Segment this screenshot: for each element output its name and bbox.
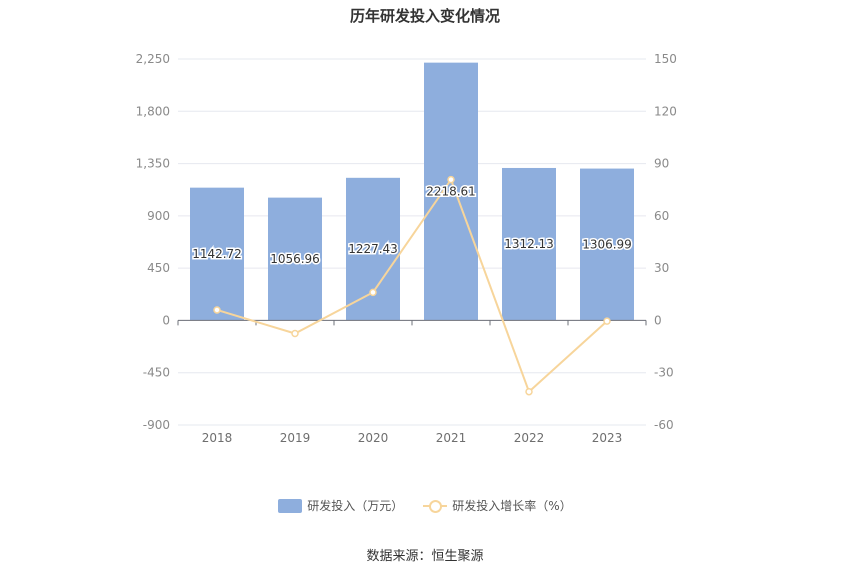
legend-swatch-bar bbox=[278, 498, 303, 513]
bar-data-label: 1056.96 bbox=[270, 252, 320, 266]
bar-data-label: 2218.61 bbox=[426, 185, 476, 199]
chart-title: 历年研发投入变化情况 bbox=[349, 7, 500, 25]
x-tick-label: 2020 bbox=[358, 431, 389, 445]
legend-item-line[interactable]: 研发投入增长率（%） bbox=[423, 497, 572, 514]
legend-swatch-line bbox=[423, 499, 448, 513]
y-left-tick-label: 900 bbox=[147, 209, 170, 223]
bar-data-label: 1306.99 bbox=[582, 237, 632, 251]
y-left-tick-label: 450 bbox=[147, 261, 170, 275]
y-left-tick-label: 1,800 bbox=[136, 104, 170, 118]
y-right-tick-label: -30 bbox=[654, 366, 674, 380]
x-tick-label: 2023 bbox=[592, 431, 623, 445]
bar-2022[interactable] bbox=[502, 167, 556, 321]
legend-label-bar: 研发投入（万元） bbox=[307, 499, 404, 513]
y-left-tick-label: 0 bbox=[162, 313, 170, 327]
y-right-tick-label: 30 bbox=[654, 261, 669, 275]
y-right-tick-label: 60 bbox=[654, 209, 669, 223]
y-left-tick-label: 2,250 bbox=[136, 52, 170, 66]
bar-data-label: 1142.72 bbox=[192, 247, 242, 261]
y-right-tick-label: 90 bbox=[654, 157, 669, 171]
y-right-tick-label: 0 bbox=[654, 313, 662, 327]
bar-2021[interactable] bbox=[424, 62, 478, 321]
y-left-tick-label: -900 bbox=[143, 418, 170, 432]
legend-label-line: 研发投入增长率（%） bbox=[452, 499, 572, 513]
legend-item-bar[interactable]: 研发投入（万元） bbox=[278, 497, 403, 514]
growth-point-2023[interactable] bbox=[603, 317, 611, 325]
bar-data-label: 1312.13 bbox=[504, 237, 554, 251]
bar-2018[interactable] bbox=[190, 187, 244, 321]
x-tick-label: 2018 bbox=[202, 431, 233, 445]
y-right-tick-label: -60 bbox=[654, 418, 674, 432]
bar-2023[interactable] bbox=[580, 168, 634, 321]
bar-data-label: 1227.43 bbox=[348, 242, 398, 256]
y-left-tick-label: 1,350 bbox=[136, 157, 170, 171]
growth-point-2018[interactable] bbox=[213, 306, 221, 314]
x-tick-label: 2019 bbox=[280, 431, 311, 445]
chart-legend: 研发投入（万元） 研发投入增长率（%） bbox=[0, 497, 850, 514]
y-right-tick-label: 150 bbox=[654, 52, 677, 66]
growth-rate-line bbox=[216, 177, 608, 394]
y-left-tick-label: -450 bbox=[143, 366, 170, 380]
bar-2019[interactable] bbox=[268, 197, 322, 321]
data-source: 数据来源：恒生聚源 bbox=[366, 549, 484, 564]
x-tick-label: 2021 bbox=[436, 431, 467, 445]
growth-point-2022[interactable] bbox=[525, 387, 533, 396]
y-right-tick-label: 120 bbox=[654, 104, 677, 118]
bar-2020[interactable] bbox=[346, 177, 400, 321]
growth-point-2021[interactable] bbox=[447, 175, 455, 184]
growth-point-2019[interactable] bbox=[291, 329, 299, 338]
x-tick-label: 2022 bbox=[514, 431, 545, 445]
growth-point-2020[interactable] bbox=[369, 288, 377, 297]
